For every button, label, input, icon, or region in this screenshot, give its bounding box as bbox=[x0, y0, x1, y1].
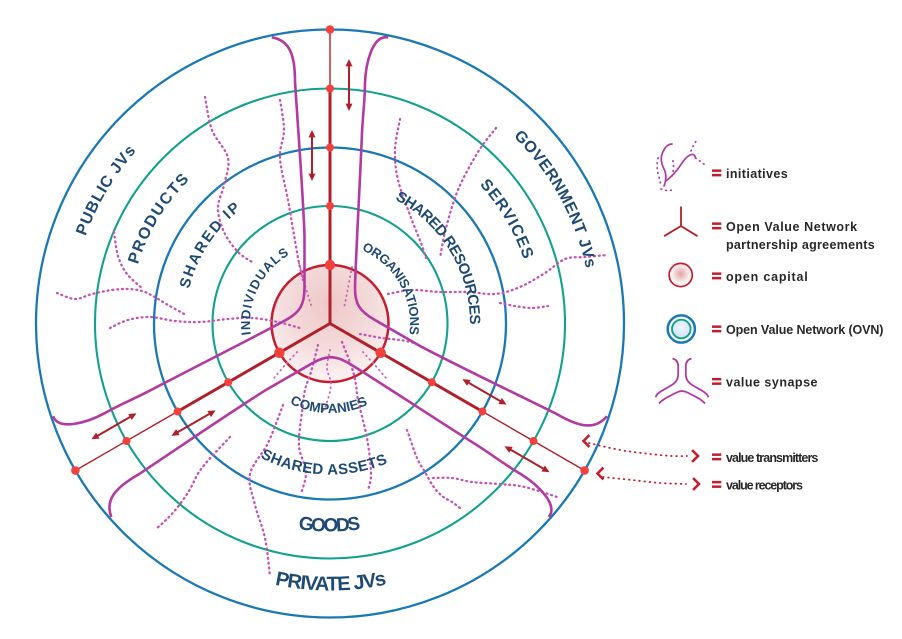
svg-text:value transmitters: value transmitters bbox=[726, 451, 818, 465]
svg-text:value receptors: value receptors bbox=[726, 479, 803, 493]
svg-text:open capital: open capital bbox=[726, 270, 809, 284]
svg-text:partnership agreements: partnership agreements bbox=[726, 238, 875, 252]
svg-text:initiatives: initiatives bbox=[726, 167, 788, 181]
svg-text:Open Value Network: Open Value Network bbox=[726, 220, 858, 234]
svg-text:value synapse: value synapse bbox=[726, 376, 818, 390]
svg-text:GOODS: GOODS bbox=[297, 513, 360, 536]
svg-text:Open Value Network (OVN): Open Value Network (OVN) bbox=[726, 323, 883, 337]
